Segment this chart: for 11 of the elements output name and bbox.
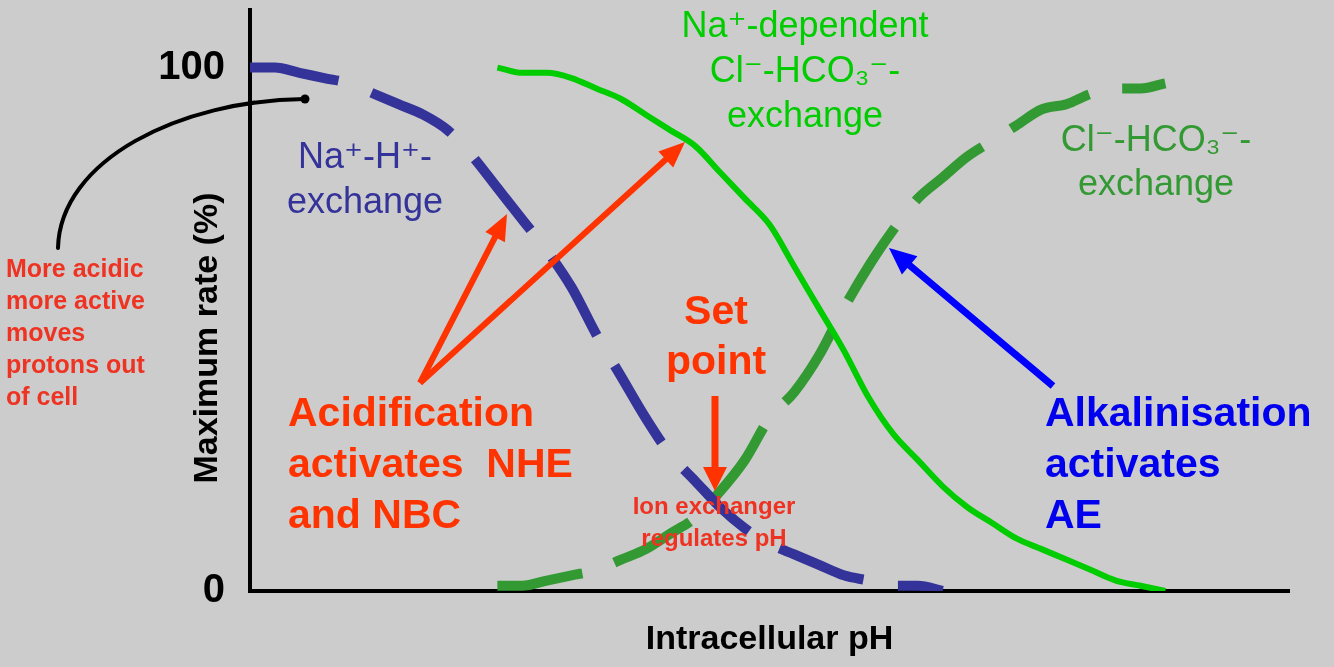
y-tick-label: 100	[158, 42, 225, 87]
annotation: Acidification activates NHE and NBC	[288, 389, 573, 538]
annotation: Set point	[665, 287, 767, 384]
series-label: Cl⁻-HCO₃⁻- exchange	[1060, 117, 1252, 203]
y-axis-title: Maximum rate (%)	[186, 192, 225, 484]
text: More acidic more active moves protons out of cell	[6, 253, 146, 410]
annotation: Alkalinisation activates AE	[1045, 389, 1312, 538]
series-label: Na⁺-dependent Cl⁻-HCO₃⁻- exchange	[681, 3, 929, 135]
x-axis-title: Intracellular pH	[645, 617, 894, 656]
series-label: Na⁺-H⁺- exchange	[286, 134, 444, 221]
y-tick-label: 0	[202, 566, 225, 611]
